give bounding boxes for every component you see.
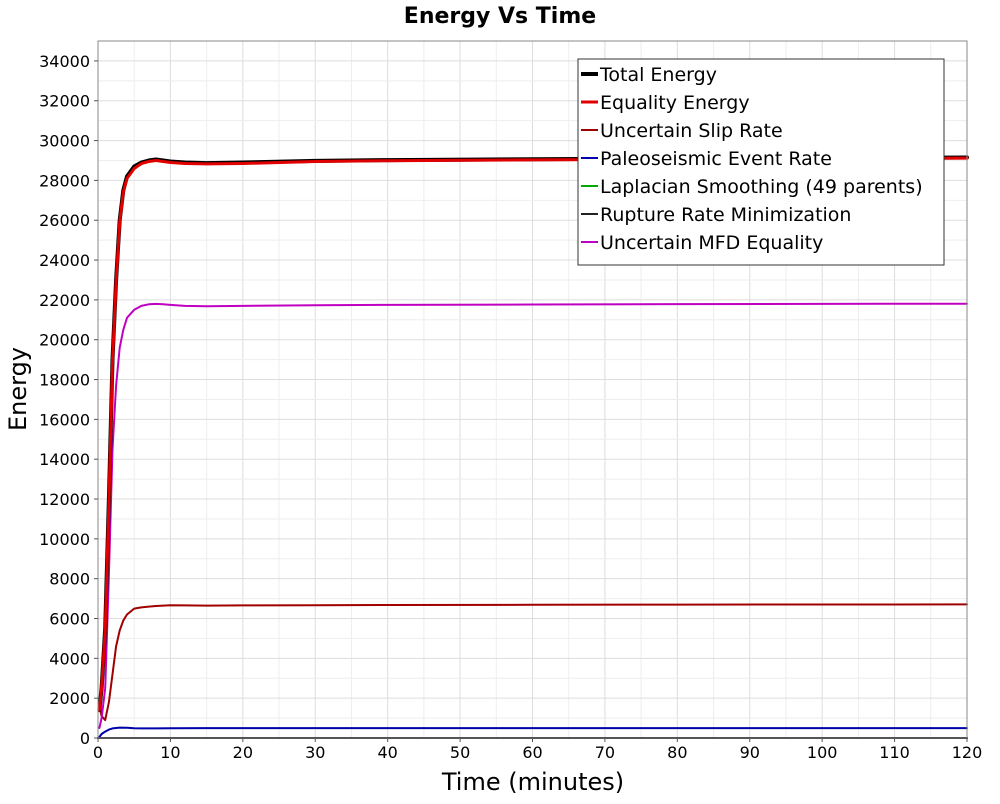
- x-tick-label: 20: [233, 743, 253, 762]
- x-tick-label: 40: [377, 743, 397, 762]
- series-line-2: [98, 603, 968, 722]
- chart-title: Energy Vs Time: [404, 4, 596, 29]
- legend: Total Energy Equality Energy Uncertain Sli…: [577, 58, 945, 266]
- x-tick-label: 50: [450, 743, 470, 762]
- series-line-6: [98, 302, 968, 729]
- y-tick-label: 24000: [39, 251, 90, 270]
- legend-label: Paleoseismic Event Rate: [600, 148, 832, 170]
- y-tick-label: 10000: [39, 530, 90, 549]
- x-tick-label: 80: [667, 743, 687, 762]
- legend-label: Total Energy: [599, 64, 717, 86]
- legend-label: Equality Energy: [600, 92, 750, 114]
- x-tick-label: 120: [952, 743, 983, 762]
- legend-box: [577, 58, 945, 266]
- x-tick-label: 10: [160, 743, 180, 762]
- series-line-1: [97, 156, 969, 712]
- x-tick-label: 0: [93, 743, 103, 762]
- y-axis-label: Energy: [4, 347, 32, 431]
- legend-label: Uncertain MFD Equality: [600, 232, 823, 254]
- y-tick-label: 2000: [49, 689, 90, 708]
- y-tick-label: 22000: [39, 291, 90, 310]
- x-tick-label: 90: [740, 743, 760, 762]
- y-tick-label: 34000: [39, 52, 90, 71]
- y-tick-label: 32000: [39, 92, 90, 111]
- x-tick-label: 30: [305, 743, 325, 762]
- y-tick-label: 18000: [39, 371, 90, 390]
- y-tick-label: 20000: [39, 331, 90, 350]
- y-tick-label: 4000: [49, 649, 90, 668]
- y-tick-label: 16000: [39, 410, 90, 429]
- axes: 0 10 20 30 40 50 60 70 80 90 100 110 120 0 2000 4000 600…: [39, 52, 982, 762]
- y-tick-label: 6000: [49, 610, 90, 629]
- legend-label: Laplacian Smoothing (49 parents): [600, 176, 923, 198]
- y-tick-label: 8000: [49, 570, 90, 589]
- legend-label: Uncertain Slip Rate: [600, 120, 783, 142]
- y-tick-label: 26000: [39, 211, 90, 230]
- x-tick-label: 100: [807, 743, 838, 762]
- x-tick-label: 110: [879, 743, 910, 762]
- y-tick-label: 28000: [39, 171, 90, 190]
- y-tick-label: 30000: [39, 132, 90, 151]
- y-tick-label: 12000: [39, 490, 90, 509]
- x-tick-label: 70: [595, 743, 615, 762]
- legend-label: Rupture Rate Minimization: [600, 204, 851, 226]
- series-line-3: [98, 726, 968, 738]
- x-tick-label: 60: [522, 743, 542, 762]
- x-axis-label: Time (minutes): [441, 768, 624, 796]
- y-tick-label: 0: [80, 729, 90, 748]
- y-tick-label: 14000: [39, 450, 90, 469]
